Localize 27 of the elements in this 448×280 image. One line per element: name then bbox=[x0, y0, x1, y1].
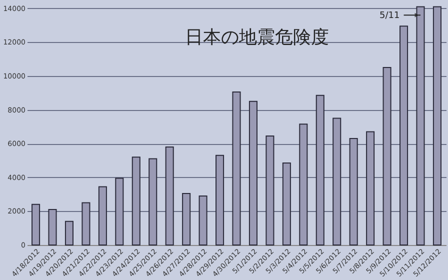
bar bbox=[182, 192, 191, 246]
bar bbox=[198, 195, 208, 246]
bar bbox=[82, 202, 90, 246]
bar bbox=[148, 158, 158, 246]
bar bbox=[98, 186, 107, 246]
bar bbox=[416, 6, 425, 246]
bar bbox=[115, 178, 124, 246]
bar bbox=[248, 100, 258, 246]
bar bbox=[382, 67, 392, 246]
annotation: 5/11 bbox=[380, 11, 400, 22]
bar bbox=[64, 220, 74, 246]
bar bbox=[132, 156, 140, 246]
bar bbox=[366, 131, 375, 246]
bar bbox=[48, 209, 57, 246]
bar bbox=[282, 162, 291, 246]
bar bbox=[400, 26, 408, 246]
bar bbox=[266, 135, 274, 246]
bar bbox=[349, 138, 358, 246]
bar bbox=[299, 124, 308, 246]
bar bbox=[232, 92, 241, 246]
bar bbox=[316, 94, 324, 246]
bar bbox=[332, 118, 342, 246]
text: 日本の地震危険度 bbox=[185, 27, 329, 48]
bar bbox=[432, 6, 442, 246]
bar bbox=[165, 146, 174, 246]
bar bbox=[216, 154, 224, 246]
bar bbox=[32, 204, 40, 246]
